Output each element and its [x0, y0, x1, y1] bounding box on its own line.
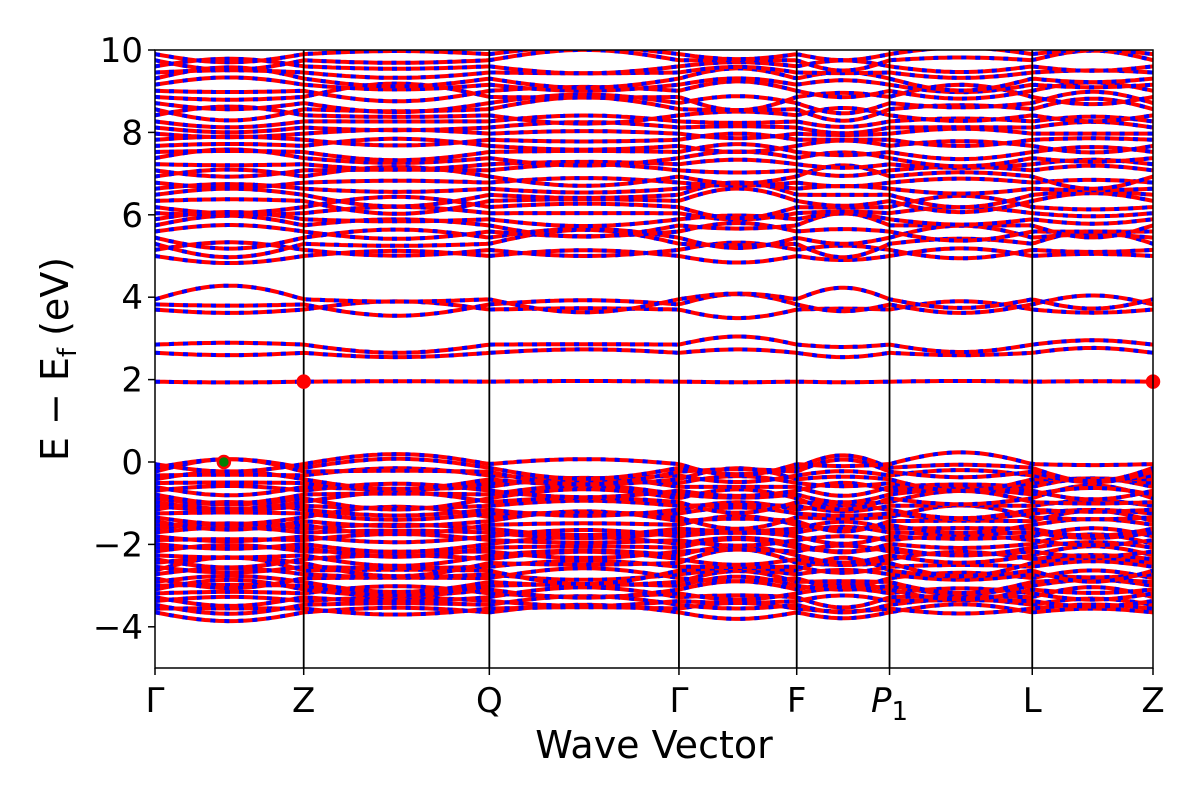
band-line-spin-up [155, 75, 1153, 95]
y-tick-label: 10 [100, 31, 143, 71]
band-line-spin-up [155, 79, 1153, 104]
band-line-spin-up [155, 577, 1153, 602]
band-line-spin-up [155, 50, 1153, 73]
band-line-spin-up [155, 182, 1153, 196]
x-tick-label: Γ [146, 681, 165, 721]
band-line-spin-down [155, 65, 1153, 93]
band-line-spin-up [155, 147, 1153, 169]
band-line-spin-up [155, 209, 1153, 228]
x-tick-label: Γ [669, 681, 688, 721]
band-line-spin-up [155, 180, 1153, 210]
band-line-spin-up [155, 119, 1153, 136]
x-tick-label: Q [476, 681, 503, 721]
x-tick-label: L [1023, 681, 1042, 721]
marker-cbm-1 [296, 374, 311, 389]
band-line-spin-up [155, 104, 1153, 126]
band-line-spin-up [155, 379, 1153, 385]
y-tick-label: −2 [93, 525, 143, 565]
high-symmetry-lines [302, 50, 1034, 668]
band-line-spin-up [155, 204, 1153, 222]
band-line-spin-up [155, 537, 1153, 559]
y-tick-label: 6 [121, 196, 143, 236]
y-tick-label: 4 [121, 278, 143, 318]
band-line-spin-up [155, 466, 1153, 493]
y-axis-title-unit: (eV) [33, 257, 77, 348]
y-tick-label: 0 [121, 443, 143, 483]
marker-vbm [216, 454, 232, 470]
band-line-spin-up [155, 240, 1153, 261]
band-line-spin-up [155, 142, 1153, 163]
band-line-spin-up [155, 163, 1153, 191]
band-line-spin-up [155, 345, 1153, 360]
y-axis-ticks: −4 −2 0 2 4 6 8 10 [93, 31, 155, 648]
y-axis-title-sub: f [53, 347, 83, 357]
band-line-spin-up [155, 569, 1153, 596]
band-line-spin-up [155, 221, 1153, 243]
band-line-spin-down [155, 453, 1153, 484]
band-line-spin-up [155, 89, 1153, 116]
band-line-spin-down [155, 283, 1153, 315]
band-line-spin-up [155, 136, 1153, 155]
x-tick-label: P1 [871, 681, 908, 727]
band-line-spin-down [155, 95, 1153, 123]
band-line-spin-up [155, 547, 1153, 579]
band-line-spin-up [155, 514, 1153, 537]
y-axis-title-main: E − E [33, 357, 77, 461]
band-line-spin-down [155, 457, 1153, 487]
band-line-spin-up [155, 157, 1153, 172]
band-line-spin-up [155, 186, 1153, 216]
band-line-spin-up [155, 500, 1153, 521]
x-tick-label: Z [1141, 681, 1164, 721]
y-axis-title: E − Ef (eV) [33, 257, 83, 461]
band-line-spin-up [155, 64, 1153, 80]
y-tick-label: −4 [93, 608, 143, 648]
band-line-spin-up [155, 50, 1153, 65]
band-line-spin-down [155, 483, 1153, 512]
x-tick-label: Z [292, 681, 315, 721]
band-line-spin-up [155, 489, 1153, 515]
band-line-spin-up [155, 334, 1153, 355]
x-tick-label: F [787, 681, 807, 721]
band-line-spin-up [155, 131, 1153, 148]
band-line-spin-up [155, 126, 1153, 141]
band-line-spin-up [155, 56, 1153, 76]
band-line-spin-up [155, 450, 1153, 478]
x-axis-ticks: Γ Z Q Γ F P1 L Z [146, 668, 1165, 727]
band-line-spin-up [155, 498, 1153, 514]
y-tick-label: 8 [121, 113, 143, 153]
plot-frame [154, 49, 1154, 669]
y-tick-label: 2 [121, 361, 143, 401]
band-line-spin-up [155, 601, 1153, 617]
x-axis-title: Wave Vector [535, 723, 773, 767]
band-lines [155, 50, 1153, 624]
